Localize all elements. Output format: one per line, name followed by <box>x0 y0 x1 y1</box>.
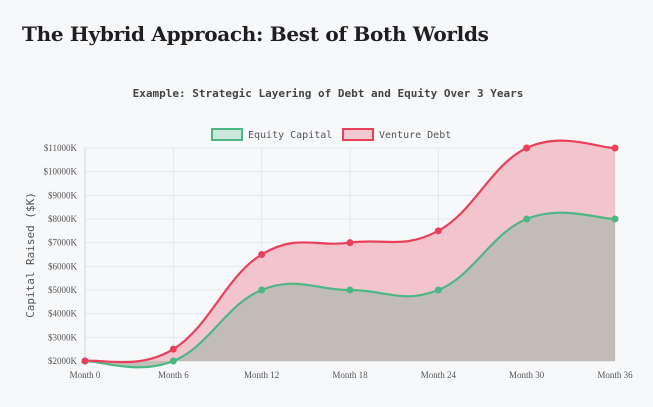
y-tick-label: $3000K <box>48 332 78 342</box>
data-point <box>611 144 619 152</box>
legend-label: Equity Capital <box>248 130 332 141</box>
y-tick-label: $5000K <box>48 285 78 295</box>
data-point <box>81 357 89 365</box>
x-tick-label: Month 18 <box>332 370 368 380</box>
x-tick-label: Month 36 <box>597 370 633 380</box>
data-point <box>169 345 177 353</box>
y-tick-label: $8000K <box>48 214 78 224</box>
data-point <box>434 286 442 294</box>
y-tick-label: $11000K <box>44 143 78 153</box>
x-tick-label: Month 30 <box>509 370 545 380</box>
x-tick-label: Month 6 <box>158 370 189 380</box>
legend-label: Venture Debt <box>379 130 451 141</box>
legend-swatch <box>342 128 374 141</box>
y-tick-label: $10000K <box>44 167 78 177</box>
data-point <box>346 239 354 247</box>
x-tick-label: Month 12 <box>244 370 279 380</box>
data-point <box>523 215 531 223</box>
x-tick-label: Month 24 <box>421 370 457 380</box>
y-tick-label: $2000K <box>48 356 78 366</box>
y-tick-label: $7000K <box>48 238 78 248</box>
data-point <box>169 357 177 365</box>
data-point <box>258 251 266 258</box>
legend-swatch <box>211 128 243 141</box>
data-point <box>611 215 619 223</box>
data-point <box>523 144 531 152</box>
data-point <box>346 286 354 294</box>
legend: Equity Capital Venture Debt <box>211 128 451 141</box>
y-tick-label: $6000K <box>48 261 78 271</box>
data-point <box>258 286 266 294</box>
x-tick-label: Month 0 <box>70 370 101 380</box>
y-axis-label: Capital Raised ($K) <box>24 192 37 318</box>
data-point <box>434 227 442 235</box>
chart-title: Example: Strategic Layering of Debt and … <box>133 87 524 100</box>
y-tick-label: $4000K <box>48 309 78 319</box>
y-tick-label: $9000K <box>48 190 78 200</box>
page-title: The Hybrid Approach: Best of Both Worlds <box>22 22 489 46</box>
